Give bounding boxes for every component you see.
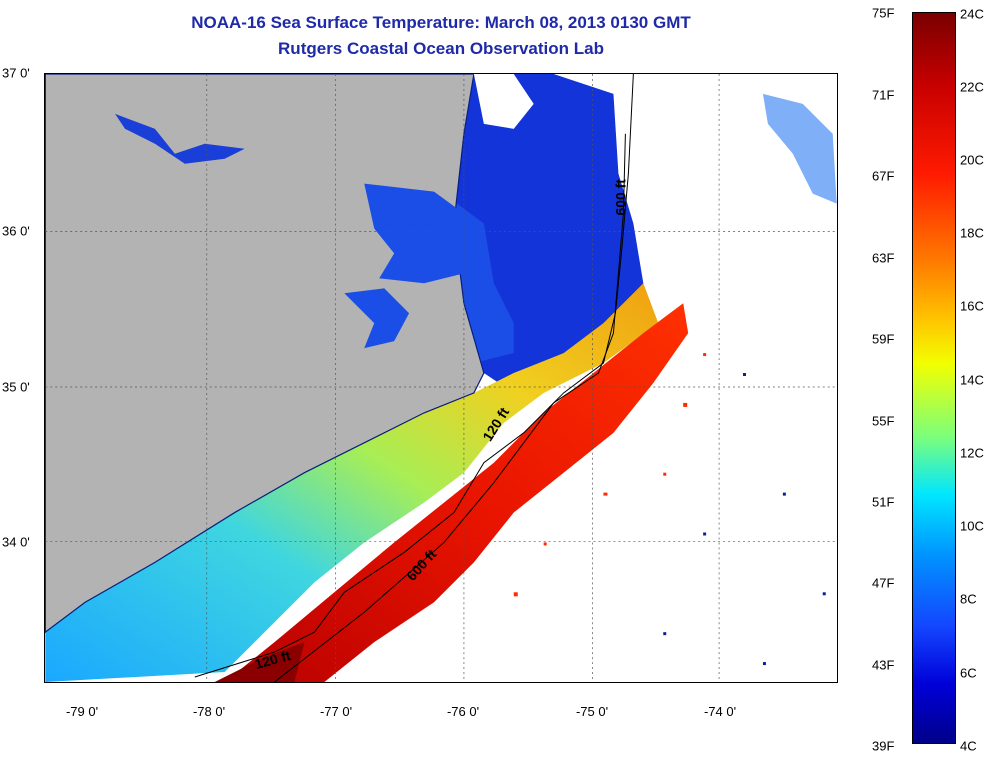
colorbar-c-label: 24C <box>960 6 984 22</box>
colorbar-f-label: 75F <box>872 5 895 21</box>
colorbar-f-label: 59F <box>872 331 895 347</box>
colorbar-f-label: 43F <box>872 657 895 673</box>
contour-120ft <box>194 74 634 678</box>
colorbar-c-label: 8C <box>960 591 977 607</box>
x-tick-label: -74 0' <box>703 704 737 719</box>
colorbar-f-label: 39F <box>872 738 895 754</box>
warm-core <box>214 642 305 682</box>
map-subtitle: Rutgers Coastal Ocean Observation Lab <box>278 39 604 58</box>
x-tick-label: -76 0' <box>446 704 480 719</box>
offshore-speckle <box>513 353 707 597</box>
scattered-cloud-pixels <box>663 373 826 666</box>
colorbar-f-label: 51F <box>872 494 895 510</box>
colorbar-c-label: 16C <box>960 298 984 314</box>
river-channel <box>115 113 245 164</box>
offshore-patch <box>762 93 837 204</box>
colorbar-f-label: 47F <box>872 575 895 591</box>
contour-600ft <box>274 133 626 682</box>
sound-water-inland <box>364 183 474 284</box>
colorbar-c-label: 18C <box>960 225 984 241</box>
colorbar-c-label: 20C <box>960 152 984 168</box>
map-title: NOAA-16 Sea Surface Temperature: March 0… <box>191 13 691 32</box>
x-tick-label: -77 0' <box>319 704 353 719</box>
shelf-water <box>45 283 659 682</box>
y-tick-label: 36 0' <box>2 223 30 239</box>
colorbar-f-label: 71F <box>872 87 895 103</box>
colorbar-c-label: 22C <box>960 79 984 95</box>
river-inlet <box>344 288 410 349</box>
y-tick-label: 37 0' <box>2 65 30 81</box>
colorbar-f-label: 63F <box>872 250 895 266</box>
cloud-area <box>473 74 534 129</box>
colorbar-c-label: 12C <box>960 445 984 461</box>
colorbar-c-label: 14C <box>960 372 984 388</box>
x-tick-label: -75 0' <box>575 704 609 719</box>
graticule <box>45 74 837 682</box>
sst-map: 600 ft 120 ft 600 ft 120 ft <box>44 73 838 683</box>
colorbar-c-label: 10C <box>960 518 984 534</box>
colorbar-c-label: 4C <box>960 738 977 754</box>
colorbar-f-label: 55F <box>872 413 895 429</box>
contour-label-600ft-north: 600 ft <box>612 179 628 216</box>
colorbar-c-label: 6C <box>960 665 977 681</box>
y-tick-label: 34 0' <box>2 534 30 550</box>
temperature-colorbar <box>912 12 956 744</box>
x-tick-label: -79 0' <box>65 704 99 719</box>
x-tick-label: -78 0' <box>192 704 226 719</box>
y-tick-label: 35 0' <box>2 379 30 395</box>
colorbar-f-label: 67F <box>872 168 895 184</box>
